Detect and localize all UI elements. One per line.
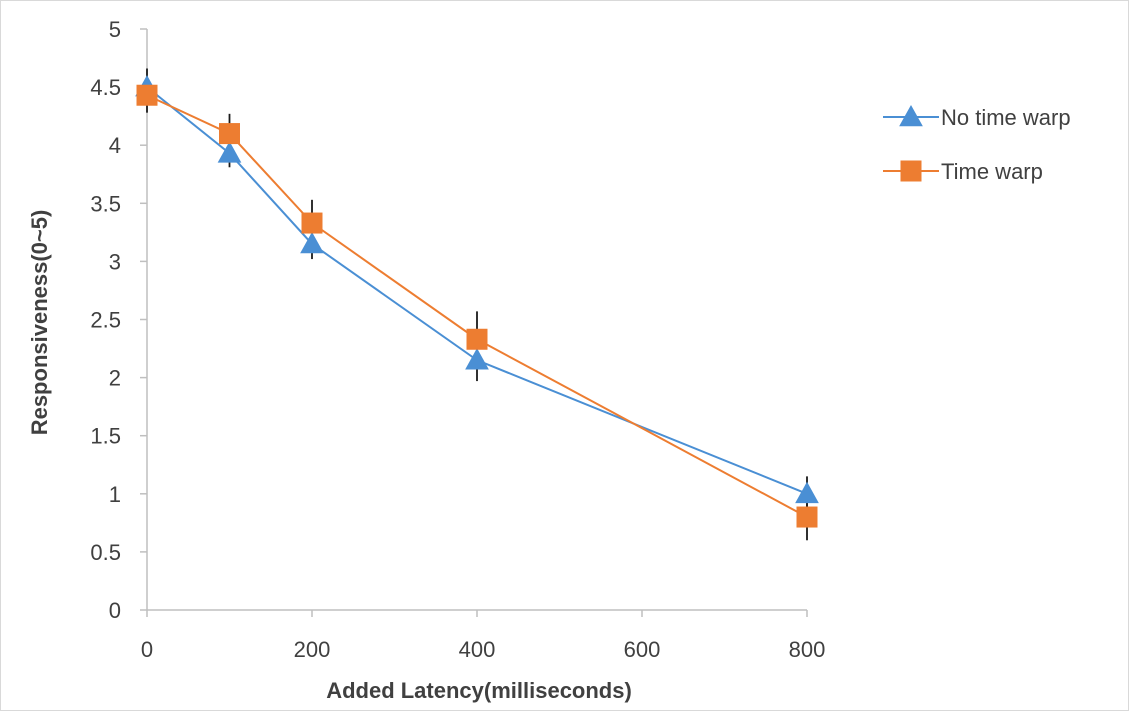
series-markers (135, 75, 819, 528)
y-tick-label: 0.5 (90, 540, 121, 565)
y-tick-label: 5 (109, 17, 121, 42)
y-tick-label: 0 (109, 598, 121, 623)
triangle-marker (899, 104, 923, 127)
x-tick-label: 200 (294, 637, 331, 662)
y-tick-label: 1 (109, 482, 121, 507)
x-tick-label: 800 (789, 637, 826, 662)
y-tick-label: 3 (109, 249, 121, 274)
series-line (146, 86, 808, 495)
triangle-marker (300, 231, 324, 254)
y-axis-title: Responsiveness(0~5) (27, 210, 52, 436)
y-tick-label: 4.5 (90, 75, 121, 100)
y-tick-label: 3.5 (90, 191, 121, 216)
x-axis-title: Added Latency(milliseconds) (326, 678, 632, 703)
error-bars (146, 68, 808, 541)
triangle-marker (795, 481, 819, 504)
y-tick-label: 2 (109, 366, 121, 391)
square-marker (136, 84, 158, 106)
x-tick-label: 0 (141, 637, 153, 662)
series-lines (146, 86, 808, 518)
triangle-marker (217, 141, 242, 163)
y-tick-label: 2.5 (90, 308, 121, 333)
square-marker (219, 123, 240, 145)
square-marker (466, 328, 488, 350)
legend-label: No time warp (941, 105, 1071, 130)
axes: 0 0.5 1 1.5 2 2.5 3 3.5 4 4.5 5 0 200 400 600 800 (90, 17, 825, 662)
square-marker (900, 160, 922, 182)
square-marker (301, 212, 323, 234)
legend-label: Time warp (941, 159, 1043, 184)
y-tick-label: 1.5 (90, 424, 121, 449)
legend: No time warp Time warp (883, 104, 1071, 184)
x-tick-label: 400 (459, 637, 496, 662)
triangle-marker (465, 348, 489, 370)
x-tick-label: 600 (624, 637, 661, 662)
square-marker (796, 506, 818, 528)
y-tick-label: 4 (109, 133, 121, 158)
